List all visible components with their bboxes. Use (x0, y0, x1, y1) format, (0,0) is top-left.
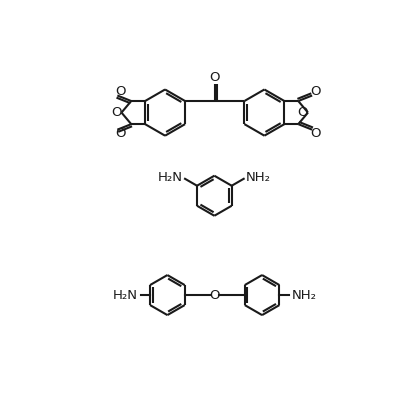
Text: O: O (115, 85, 126, 98)
Text: H₂N: H₂N (113, 288, 138, 302)
Text: O: O (210, 71, 220, 84)
Text: O: O (311, 85, 321, 98)
Text: O: O (297, 106, 308, 119)
Text: O: O (115, 127, 126, 140)
Text: O: O (311, 127, 321, 140)
Text: NH₂: NH₂ (246, 171, 271, 184)
Text: H₂N: H₂N (158, 171, 183, 184)
Text: NH₂: NH₂ (292, 288, 317, 302)
Text: O: O (111, 106, 122, 119)
Text: O: O (210, 288, 220, 302)
